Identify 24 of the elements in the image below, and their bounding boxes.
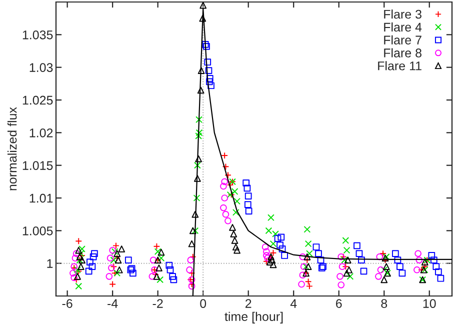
- x-tick-label: 8: [381, 299, 388, 308]
- legend-label: Flare 3: [384, 10, 422, 19]
- y-tick-label: 1.005: [22, 226, 53, 236]
- y-tick-label: 1.02: [30, 128, 53, 138]
- y-tick-label: 1.025: [22, 96, 53, 105]
- y-tick-label: 1: [47, 259, 53, 268]
- x-tick-label: 0: [200, 299, 206, 308]
- x-tick-label: 2: [245, 299, 252, 308]
- y-tick-label: 1.01: [30, 194, 53, 203]
- y-tick-label: 1.015: [22, 161, 53, 170]
- x-tick-label: -6: [62, 299, 72, 308]
- legend-label: Flare 7: [384, 35, 422, 44]
- legend-label: Flare 4: [384, 22, 422, 32]
- x-tick-label: 4: [290, 299, 297, 308]
- y-axis-title: normalized flux: [8, 107, 17, 190]
- y-tick-label: 1.035: [22, 30, 53, 40]
- x-tick-label: -4: [108, 299, 118, 308]
- x-tick-label: 6: [336, 299, 342, 308]
- x-axis-title: time [hour]: [224, 312, 283, 324]
- x-tick-label: 10: [423, 299, 436, 308]
- x-tick-label: -2: [152, 299, 163, 308]
- legend-label: Flare 8: [384, 48, 422, 58]
- legend-label: Flare 11: [378, 61, 422, 70]
- y-tick-label: 1.03: [30, 63, 53, 72]
